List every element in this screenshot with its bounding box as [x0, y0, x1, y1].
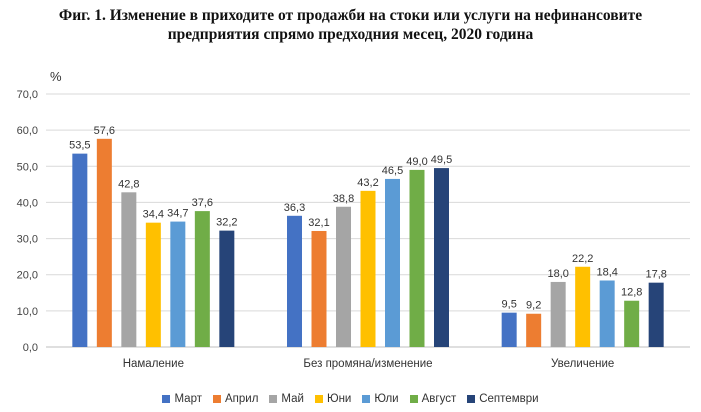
- data-label: 42,8: [118, 178, 139, 190]
- bar: [599, 280, 615, 347]
- bar: [96, 138, 112, 347]
- data-label: 49,5: [431, 154, 452, 166]
- data-label: 53,5: [69, 140, 90, 152]
- bar: [526, 313, 542, 347]
- legend-label: Юли: [374, 393, 399, 405]
- legend-swatch: [212, 395, 221, 403]
- y-axis-unit-label: %: [50, 69, 62, 84]
- bar: [72, 153, 88, 347]
- legend-item: Юни: [314, 393, 352, 405]
- data-label: 12,8: [621, 287, 642, 299]
- legend-item: Юли: [362, 393, 399, 405]
- y-tick-label: 0,0: [23, 342, 38, 354]
- legend-swatch: [269, 395, 278, 403]
- bar: [434, 168, 449, 347]
- data-label: 34,7: [167, 208, 188, 220]
- legend-label: Април: [224, 393, 259, 405]
- legend-label: Юни: [326, 393, 352, 405]
- data-label: 32,2: [216, 217, 237, 229]
- legend-swatch: [162, 395, 171, 403]
- y-tick-label: 70,0: [17, 89, 38, 101]
- y-tick-label: 40,0: [17, 197, 38, 209]
- category-label: Без промяна/изменение: [303, 358, 432, 370]
- bar: [409, 169, 425, 347]
- chart-title-line-1: Фиг. 1. Изменение в приходите от продажб…: [58, 7, 643, 24]
- data-label: 57,6: [94, 125, 115, 137]
- bar: [575, 266, 591, 347]
- bar: [170, 221, 186, 347]
- chart-title-line-2: предприятия спрямо предходния месец, 202…: [167, 26, 534, 43]
- data-label: 36,3: [284, 202, 305, 214]
- data-label: 18,4: [596, 266, 617, 278]
- bar: [336, 206, 351, 347]
- bar: [648, 282, 664, 347]
- data-label: 38,8: [333, 193, 354, 205]
- data-label: 9,5: [502, 299, 517, 311]
- y-tick-label: 60,0: [17, 125, 38, 137]
- y-tick-label: 10,0: [17, 306, 38, 318]
- data-label: 49,0: [406, 156, 427, 168]
- chart-title: Фиг. 1. Изменение в приходите от продажб…: [0, 6, 701, 44]
- chart-legend: Март Април Май Юни Юли Август Септември: [0, 393, 701, 405]
- legend-label: Май: [281, 393, 304, 405]
- data-label: 46,5: [382, 165, 403, 177]
- bar: [360, 190, 376, 347]
- legend-swatch: [314, 395, 323, 403]
- legend-label: Септември: [479, 393, 539, 405]
- y-tick-label: 20,0: [17, 270, 38, 282]
- bar: [194, 211, 210, 347]
- category-label: Намаление: [123, 358, 184, 370]
- bar: [219, 230, 235, 347]
- data-label: 22,2: [572, 253, 593, 265]
- data-label: 17,8: [645, 269, 666, 281]
- legend-item: Април: [212, 393, 259, 405]
- data-label: 34,4: [143, 209, 164, 221]
- category-label: Увеличение: [551, 358, 614, 370]
- bar: [287, 215, 302, 347]
- legend-item: Септември: [467, 393, 539, 405]
- y-tick-label: 30,0: [17, 234, 38, 246]
- legend-item: Август: [409, 393, 457, 405]
- legend-label: Март: [174, 393, 202, 405]
- data-label: 37,6: [192, 197, 213, 209]
- bar: [385, 178, 400, 347]
- legend-item: Март: [162, 393, 202, 405]
- legend-swatch: [467, 395, 476, 403]
- data-label: 9,2: [526, 300, 541, 312]
- legend-swatch: [409, 395, 418, 403]
- bar: [501, 312, 517, 347]
- legend-swatch: [362, 395, 371, 403]
- bar: [311, 230, 327, 347]
- bar: [624, 300, 640, 347]
- legend-label: Август: [421, 393, 457, 405]
- bar: [121, 192, 137, 347]
- legend-item: Май: [269, 393, 304, 405]
- data-label: 43,2: [357, 177, 378, 189]
- data-label: 18,0: [547, 268, 568, 280]
- y-tick-label: 50,0: [17, 161, 38, 173]
- bar: [145, 222, 161, 347]
- bar: [550, 281, 566, 347]
- data-label: 32,1: [308, 217, 329, 229]
